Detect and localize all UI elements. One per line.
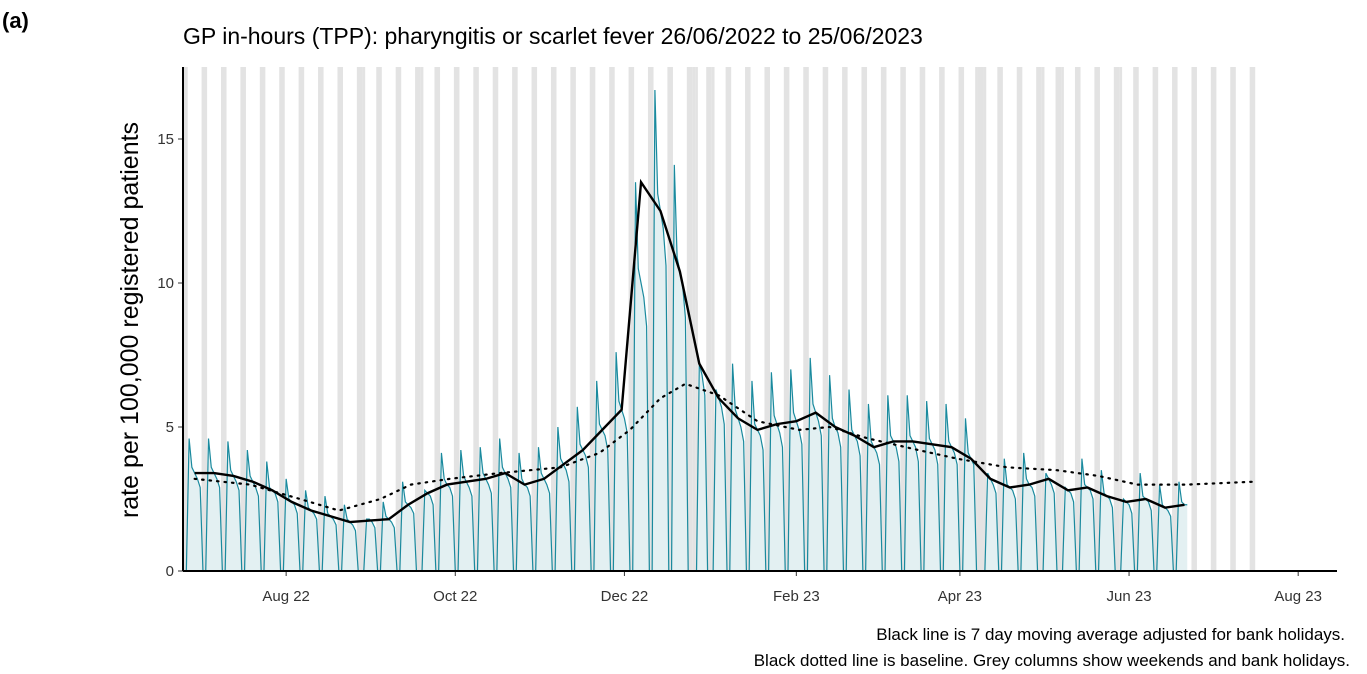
y-tick-label: 5 (166, 419, 174, 436)
weekend-column (453, 67, 460, 571)
weekend-column (667, 67, 673, 571)
weekend-column (259, 67, 266, 571)
weekend-column (570, 67, 576, 571)
weekend-column (337, 67, 343, 571)
weekend-column (842, 67, 848, 571)
holiday-column (695, 67, 698, 571)
weekend-column (1133, 67, 1139, 571)
weekend-column (1230, 67, 1236, 571)
weekend-column (647, 67, 654, 571)
x-tick-label: Aug 22 (262, 588, 310, 605)
weekend-column (880, 67, 887, 571)
weekend-column (977, 67, 984, 571)
weekend-column (997, 67, 1003, 571)
weekend-column (1152, 67, 1159, 571)
baseline-line (193, 382, 1255, 512)
holiday-column (1061, 67, 1064, 571)
y-tick-label: 15 (157, 131, 174, 148)
weekend-column (531, 67, 538, 571)
chart-title: GP in-hours (TPP): pharyngitis or scarle… (183, 23, 923, 49)
weekend-column (318, 67, 324, 571)
x-tick-label: Jun 23 (1107, 588, 1152, 605)
weekend-column (201, 67, 208, 571)
weekend-column (1210, 67, 1217, 571)
holiday-column (420, 67, 424, 571)
x-tick-label: Oct 22 (433, 588, 477, 605)
weekend-column (184, 67, 188, 571)
weekend-column (279, 67, 285, 571)
y-tick-label: 0 (166, 563, 174, 580)
weekend-column (822, 67, 829, 571)
weekend-column (356, 67, 363, 571)
weekend-column (783, 67, 790, 571)
holiday-column (983, 67, 987, 571)
weekend-column (1036, 67, 1042, 571)
weekend-column (550, 67, 557, 571)
holiday-column (1119, 67, 1123, 571)
panel-label: (a) (2, 8, 29, 33)
x-tick-label: Aug 23 (1274, 588, 1322, 605)
weekend-column (512, 67, 518, 571)
weekend-column (298, 67, 305, 571)
weekend-column (919, 67, 926, 571)
weekend-column (764, 67, 770, 571)
holiday-column (975, 67, 978, 571)
weekend-column (745, 67, 751, 571)
weekend-column (1249, 67, 1256, 571)
holiday-column (1041, 67, 1045, 571)
weekend-column (939, 67, 945, 571)
weekend-column (958, 67, 965, 571)
weekend-column (900, 67, 906, 571)
weekend-column (473, 67, 479, 571)
holiday-column (362, 67, 366, 571)
weekend-column (434, 67, 441, 571)
x-tick-label: Apr 23 (938, 588, 982, 605)
weekend-column (861, 67, 868, 571)
note: Black line is 7 day moving average adjus… (876, 625, 1345, 644)
y-axis-label: rate per 100,000 registered patients (116, 122, 144, 518)
weekend-column (589, 67, 596, 571)
weekend-column (220, 67, 227, 571)
holiday-column (711, 67, 715, 571)
weekend-column (492, 67, 499, 571)
x-tick-label: Feb 23 (773, 588, 820, 605)
weekend-column (1094, 67, 1100, 571)
weekend-column (1016, 67, 1023, 571)
holiday-column (692, 67, 696, 571)
weekend-column (415, 67, 421, 571)
weekend-column (240, 67, 246, 571)
weekend-column (628, 67, 635, 571)
weekend-column (1055, 67, 1062, 571)
x-tick-label: Dec 22 (601, 588, 649, 605)
y-tick-label: 10 (157, 275, 174, 292)
weekend-column (803, 67, 809, 571)
weekend-column (1113, 67, 1120, 571)
weekend-column (1191, 67, 1197, 571)
weekend-column (1074, 67, 1081, 571)
note: Black dotted line is baseline. Grey colu… (754, 651, 1350, 670)
weekend-column (376, 67, 382, 571)
weekend-column (706, 67, 712, 571)
weekend-column (395, 67, 402, 571)
weekend-column (1172, 67, 1178, 571)
weekend-column (725, 67, 732, 571)
weekend-column (609, 67, 615, 571)
moving-average-line (194, 178, 1185, 524)
